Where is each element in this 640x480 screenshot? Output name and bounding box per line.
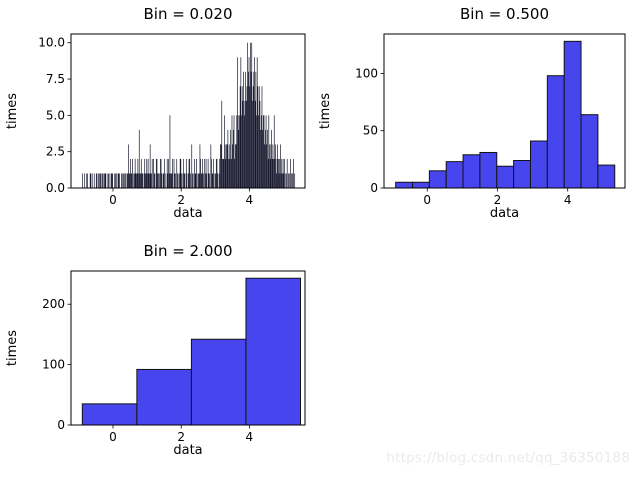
panel1-title: Bin = 0.020: [143, 5, 233, 23]
panel3-ylabel: times: [5, 329, 20, 367]
svg-text:4: 4: [564, 193, 572, 207]
svg-text:0.0: 0.0: [46, 181, 65, 195]
panel2-ylabel: times: [318, 92, 333, 130]
panel2-title: Bin = 0.500: [459, 5, 550, 23]
svg-text:5.0: 5.0: [46, 108, 65, 122]
panel2-xlabel: data: [489, 206, 520, 221]
svg-text:50: 50: [363, 124, 378, 138]
svg-text:0: 0: [109, 193, 117, 207]
svg-text:2: 2: [177, 430, 185, 444]
svg-text:2: 2: [177, 193, 185, 207]
svg-text:0: 0: [423, 193, 431, 207]
panel1-ylabel: times: [5, 92, 20, 130]
svg-text:100: 100: [355, 66, 378, 80]
svg-text:2.5: 2.5: [46, 145, 65, 159]
svg-text:100: 100: [42, 358, 65, 372]
panel1-xlabel: data: [173, 206, 203, 221]
svg-text:4: 4: [246, 193, 254, 207]
svg-text:0: 0: [370, 181, 378, 195]
panel3-xlabel: data: [173, 443, 203, 458]
svg-text:7.5: 7.5: [46, 72, 65, 86]
watermark: https://blog.csdn.net/qq_36350188: [386, 450, 630, 466]
svg-text:0: 0: [57, 418, 65, 432]
svg-text:0: 0: [109, 430, 117, 444]
svg-text:10.0: 10.0: [38, 36, 65, 50]
svg-text:2: 2: [494, 193, 502, 207]
svg-text:4: 4: [246, 430, 254, 444]
svg-text:200: 200: [42, 297, 65, 311]
panel3-title: Bin = 2.000: [143, 242, 233, 260]
